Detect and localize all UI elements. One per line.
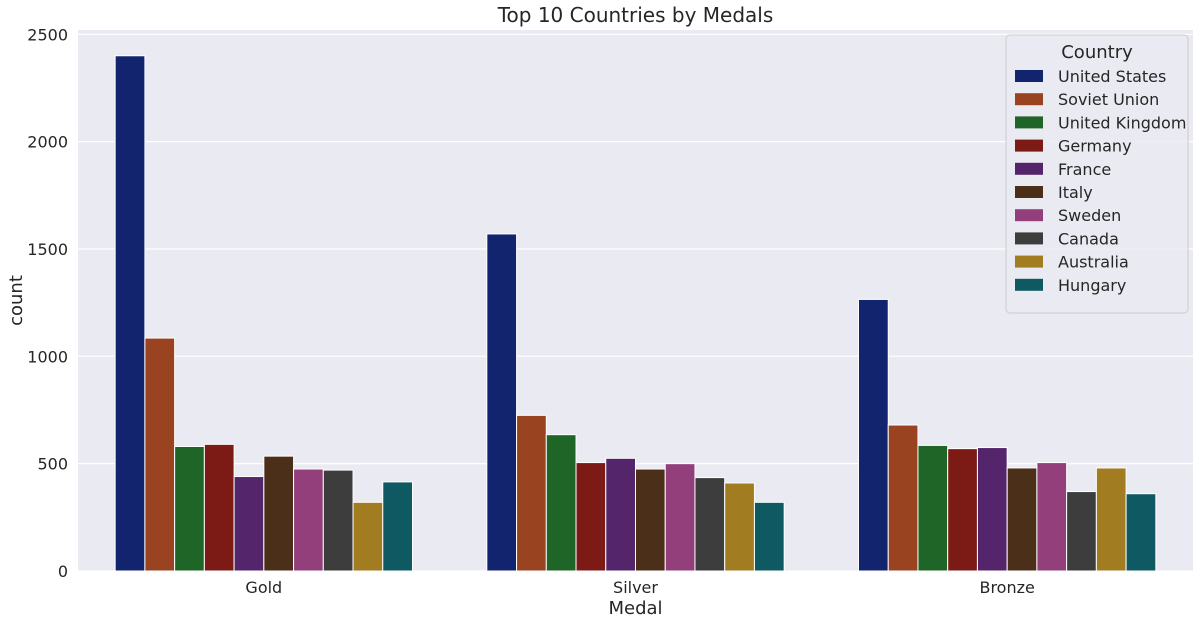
bars — [114, 55, 1157, 572]
legend-label: Soviet Union — [1058, 90, 1159, 109]
bar — [545, 434, 577, 572]
legend-swatch — [1015, 278, 1043, 291]
bar — [293, 468, 324, 572]
x-tick-label: Gold — [245, 578, 282, 597]
y-tick-label: 500 — [37, 455, 68, 474]
bar — [1036, 462, 1068, 572]
y-tick-label: 1500 — [27, 240, 68, 259]
bar — [382, 481, 413, 572]
bar — [114, 55, 146, 572]
bar — [203, 443, 235, 572]
bar — [976, 447, 1008, 572]
bar — [516, 414, 547, 572]
legend-label: United Kingdom — [1058, 113, 1186, 132]
legend-label: Australia — [1058, 253, 1129, 272]
bar — [858, 298, 889, 572]
legend-swatch — [1015, 139, 1043, 152]
legend-swatch — [1015, 93, 1043, 106]
legend-label: Germany — [1058, 137, 1132, 156]
legend-label: Italy — [1058, 183, 1093, 202]
y-tick-labels: 0 500 1000 1500 2000 2500 — [27, 25, 68, 581]
x-tick-label: Silver — [613, 578, 658, 597]
legend-label: Canada — [1058, 229, 1119, 248]
y-tick-label: 1000 — [27, 347, 68, 366]
y-tick-label: 2500 — [27, 25, 68, 44]
bar — [724, 482, 755, 572]
y-axis-label: count — [6, 275, 27, 326]
legend-swatch — [1015, 209, 1043, 222]
bar — [917, 444, 949, 572]
legend-swatch — [1015, 162, 1043, 175]
bar — [605, 457, 636, 572]
legend-label: Sweden — [1058, 206, 1121, 225]
legend-label: Hungary — [1058, 276, 1126, 295]
y-tick-label: 0 — [58, 562, 68, 581]
bar — [352, 501, 384, 572]
chart-title: Top 10 Countries by Medals — [497, 3, 774, 27]
bar — [947, 448, 978, 572]
legend-swatch — [1015, 186, 1043, 198]
bar — [575, 462, 607, 572]
x-tick-label: Bronze — [979, 578, 1034, 597]
bar — [664, 463, 696, 572]
bar — [144, 337, 176, 572]
bar — [694, 477, 726, 572]
legend-label: United States — [1058, 67, 1166, 86]
bar — [753, 501, 785, 572]
bar — [174, 445, 205, 572]
bar — [233, 476, 265, 572]
x-axis-label: Medal — [608, 598, 662, 619]
legend-swatch — [1015, 116, 1043, 129]
bar — [486, 233, 518, 572]
legend-swatch — [1015, 255, 1043, 268]
bar — [1125, 493, 1157, 572]
legend-title: Country — [1061, 42, 1133, 63]
bar — [635, 468, 666, 572]
y-tick-label: 2000 — [27, 133, 68, 152]
legend-swatch — [1015, 232, 1043, 245]
bar — [887, 424, 919, 572]
x-tick-labels: Gold Silver Bronze — [245, 578, 1034, 597]
legend-items: United States Soviet Union United Kingdom G… — [1015, 67, 1186, 295]
legend-box — [1005, 34, 1189, 314]
bar — [1006, 467, 1038, 572]
bar — [322, 469, 354, 572]
bar — [1066, 491, 1097, 572]
bar — [1095, 467, 1127, 572]
legend-swatch — [1015, 70, 1043, 82]
bar — [263, 455, 295, 572]
legend-label: France — [1058, 160, 1111, 179]
